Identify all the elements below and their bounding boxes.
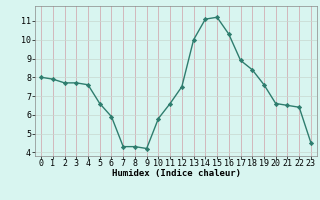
X-axis label: Humidex (Indice chaleur): Humidex (Indice chaleur) (111, 169, 241, 178)
